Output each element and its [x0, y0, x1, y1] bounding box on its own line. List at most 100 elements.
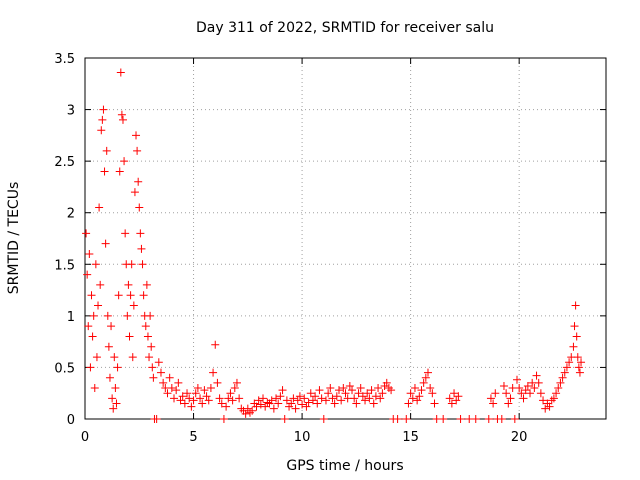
data-point: [267, 396, 276, 405]
data-point: [450, 389, 459, 398]
data-point: [415, 392, 424, 401]
data-point: [315, 386, 324, 395]
data-point: [86, 363, 95, 372]
data-point: [226, 389, 235, 398]
data-point: [269, 404, 278, 413]
data-point: [235, 394, 244, 403]
data-point: [536, 389, 545, 398]
data-point: [421, 373, 430, 382]
data-point: [272, 394, 281, 403]
data-point: [393, 415, 402, 423]
data-point: [219, 415, 228, 423]
data-point: [497, 415, 506, 423]
data-point: [417, 386, 426, 395]
data-point: [489, 399, 498, 408]
data-point: [452, 396, 461, 405]
data-point: [348, 386, 357, 395]
data-point: [154, 358, 163, 367]
data-point: [291, 404, 300, 413]
data-point: [116, 68, 125, 77]
data-point: [176, 396, 185, 405]
data-point: [132, 131, 141, 140]
data-point: [276, 392, 285, 401]
data-point: [156, 368, 165, 377]
data-point: [145, 353, 154, 362]
data-point: [128, 353, 137, 362]
data-point: [91, 260, 100, 269]
data-point: [539, 396, 548, 405]
data-point: [572, 332, 581, 341]
y-tick-label: 3.5: [54, 52, 75, 67]
data-point: [280, 415, 289, 423]
data-point: [241, 409, 250, 418]
data-point: [200, 386, 209, 395]
plot-frame: [84, 57, 607, 420]
data-point: [85, 249, 94, 258]
data-point: [454, 392, 463, 401]
data-point: [439, 415, 448, 423]
data-point: [369, 399, 378, 408]
data-point: [141, 322, 150, 331]
data-point: [105, 373, 114, 382]
data-point: [129, 301, 138, 310]
x-axis-label: GPS time / hours: [286, 458, 403, 474]
data-point: [159, 378, 168, 387]
data-point: [376, 394, 385, 403]
data-point: [89, 311, 98, 320]
data-point: [304, 398, 313, 407]
data-point: [100, 167, 109, 176]
data-point: [174, 378, 183, 387]
data-point: [243, 404, 252, 413]
data-point: [363, 389, 372, 398]
data-point: [143, 332, 152, 341]
data-point: [371, 392, 380, 401]
data-point: [213, 378, 222, 387]
data-point: [170, 394, 179, 403]
x-tick-label: 10: [294, 430, 311, 445]
data-point: [321, 396, 330, 405]
data-point: [293, 396, 302, 405]
data-point: [356, 384, 365, 393]
data-point: [326, 384, 335, 393]
data-point: [298, 400, 307, 409]
data-point: [147, 342, 156, 351]
data-point: [300, 394, 309, 403]
axis-ticks: 0 0.5 1 1.5 2 2.5 3 3.5 0 5 10 15 20: [54, 52, 606, 445]
data-point: [95, 203, 104, 212]
y-tick-label: 2.5: [54, 155, 75, 170]
data-point: [222, 402, 231, 411]
chart-title: Day 311 of 2022, SRMTID for receiver sal…: [196, 20, 494, 36]
y-tick-label: 0.5: [54, 361, 75, 376]
data-point: [330, 399, 339, 408]
data-point: [99, 105, 108, 114]
data-point: [248, 406, 257, 415]
data-point: [515, 384, 524, 393]
data-point: [217, 399, 226, 408]
data-point: [189, 396, 198, 405]
data-point: [230, 384, 239, 393]
data-point: [101, 239, 110, 248]
data-point: [142, 280, 151, 289]
data-point: [491, 389, 500, 398]
data-point: [324, 389, 333, 398]
data-point: [148, 363, 157, 372]
data-point: [406, 389, 415, 398]
data-point: [311, 392, 320, 401]
data-point: [126, 291, 135, 300]
data-point: [163, 389, 172, 398]
data-point: [289, 394, 298, 403]
data-point: [254, 396, 263, 405]
data-point: [430, 399, 439, 408]
data-point: [447, 399, 456, 408]
data-point: [261, 402, 270, 411]
data-point: [191, 389, 200, 398]
grid-lines: [85, 58, 606, 419]
data-point: [130, 188, 139, 197]
data-point: [120, 157, 129, 166]
data-point: [402, 415, 411, 423]
data-point: [456, 415, 465, 423]
x-tick-label: 20: [511, 430, 528, 445]
data-point: [354, 389, 363, 398]
data-point: [256, 400, 265, 409]
